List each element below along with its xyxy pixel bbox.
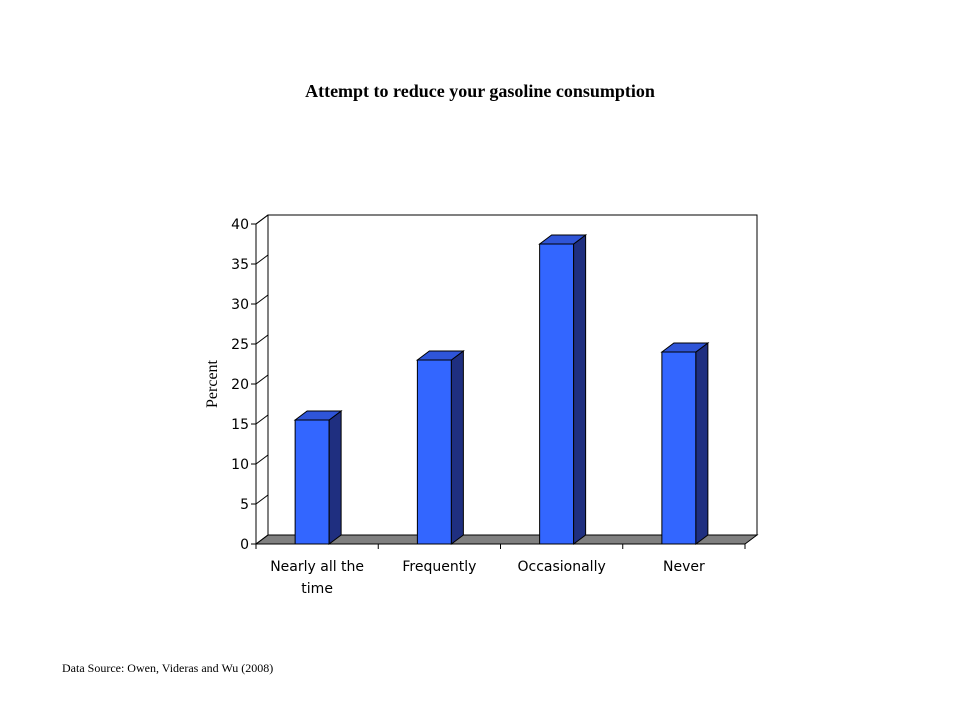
y-tick-label: 30 [231,297,249,313]
bar-top [293,410,343,421]
bar [416,359,452,545]
chart-title: Attempt to reduce your gasoline consumpt… [305,81,655,101]
y-tick-depth [255,534,269,545]
y-tick-depth [255,454,269,465]
source-note: Data Source: Owen, Videras and Wu (2008) [62,661,273,675]
y-tick-label: 0 [240,537,249,553]
y-tick-label: 25 [231,337,249,353]
y-tick-depth [255,374,269,385]
y-tick-label: 20 [231,377,249,393]
y-tick-label: 40 [231,217,249,233]
y-tick-label: 10 [231,457,249,473]
bar [661,351,697,545]
y-tick-depth [255,294,269,305]
x-tick-label: Nearly all the [270,559,364,575]
y-tick-label: 15 [231,417,249,433]
bar-side [573,234,587,545]
x-tick-label: Frequently [402,559,476,575]
y-tick-depth [255,214,269,225]
x-tick-label: time [301,581,333,597]
bar-side [328,410,342,545]
y-axis-label: Percent [204,359,221,408]
y-tick-label: 5 [240,497,249,513]
y-tick-depth [255,414,269,425]
bar [539,243,575,545]
bar-top [538,234,588,245]
x-tick-label: Occasionally [517,559,605,575]
bar [294,419,330,545]
bar-side [695,342,709,545]
y-tick-depth [255,334,269,345]
bar-side [450,350,464,545]
y-tick-depth [255,494,269,505]
y-tick-depth [255,254,269,265]
y-tick-label: 35 [231,257,249,273]
plot-area: 0 5 10 15 20 25 30 35 40 Nearly all the time Freque… [231,214,759,597]
bar-top [415,350,465,361]
bar-top [660,342,710,353]
x-tick-label: Never [663,559,705,575]
